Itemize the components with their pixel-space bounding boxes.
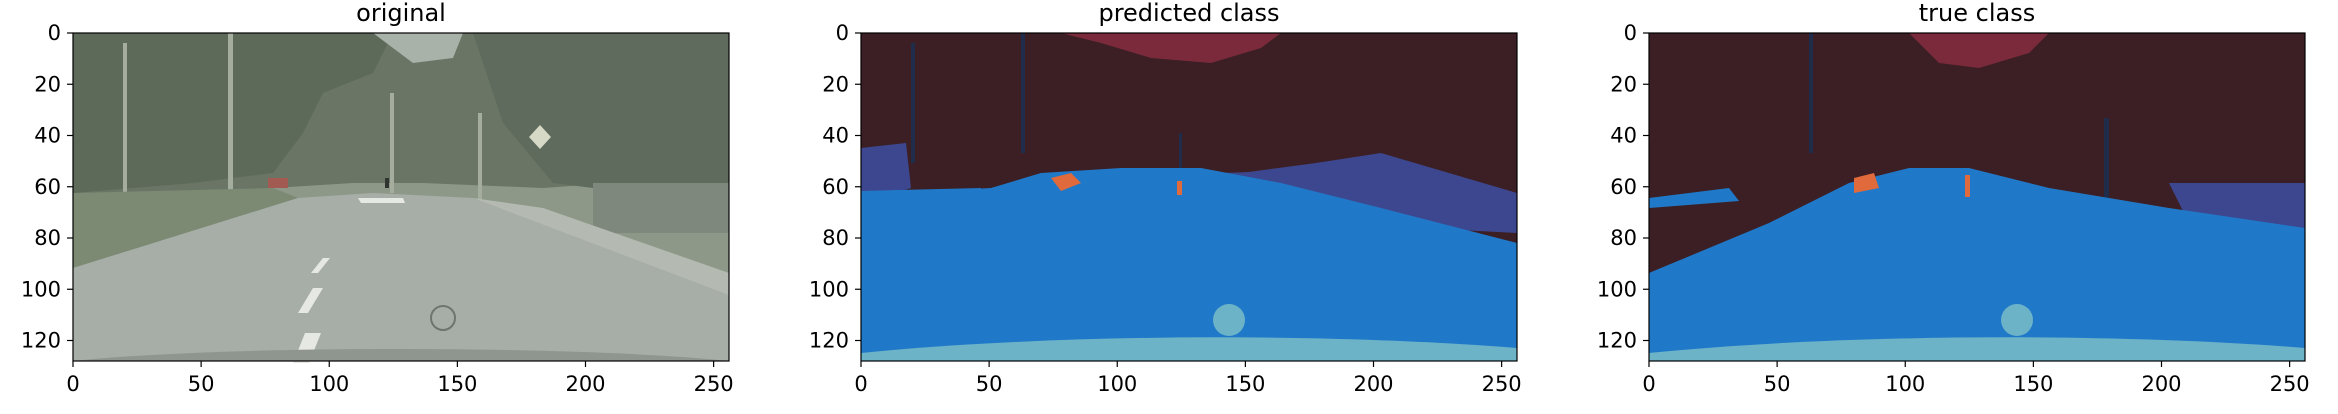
x-tick-label: 250 [2270, 372, 2310, 396]
y-tick-label: 100 [809, 277, 849, 301]
x-axis: 0 50 100 150 200 250 [1642, 361, 2310, 396]
y-tick-label: 120 [21, 329, 61, 353]
x-tick-label: 200 [1353, 372, 1393, 396]
x-tick-label: 0 [854, 372, 867, 396]
y-axis: 0 20 40 60 80 100 120 [21, 21, 73, 353]
x-tick-label: 100 [1885, 372, 1925, 396]
x-tick-label: 250 [694, 372, 734, 396]
y-axis: 0 20 40 60 80 100 120 [1597, 21, 1649, 353]
y-tick-label: 80 [822, 226, 849, 250]
y-tick-label: 0 [1624, 21, 1637, 45]
axes-frame [1648, 32, 2306, 362]
y-tick-label: 0 [836, 21, 849, 45]
y-tick-label: 120 [1597, 329, 1637, 353]
y-tick-label: 20 [1610, 72, 1637, 96]
y-tick-label: 120 [809, 329, 849, 353]
y-tick-label: 60 [34, 175, 61, 199]
y-tick-label: 60 [1610, 175, 1637, 199]
x-tick-label: 50 [976, 372, 1003, 396]
x-tick-label: 150 [1225, 372, 1265, 396]
panel-title: predicted class [1098, 0, 1279, 27]
x-axis: 0 50 100 150 200 250 [66, 361, 734, 396]
x-axis: 0 50 100 150 200 250 [854, 361, 1522, 396]
x-tick-label: 150 [2013, 372, 2053, 396]
photo-image [73, 33, 729, 363]
panel-true-class: true class 0 50 100 150 200 250 0 20 40 60 80 100 1… [1597, 0, 2310, 396]
x-tick-label: 150 [437, 372, 477, 396]
x-tick-label: 50 [1764, 372, 1791, 396]
x-tick-label: 0 [1642, 372, 1655, 396]
y-tick-label: 0 [48, 21, 61, 45]
panel-title: true class [1919, 0, 2035, 27]
segmentation-image [1649, 33, 2305, 361]
y-tick-label: 20 [822, 72, 849, 96]
x-tick-label: 100 [309, 372, 349, 396]
axes-frame [860, 32, 1518, 362]
panel-title: original [356, 0, 446, 27]
y-tick-label: 80 [1610, 226, 1637, 250]
y-tick-label: 80 [34, 226, 61, 250]
y-tick-label: 60 [822, 175, 849, 199]
y-axis: 0 20 40 60 80 100 120 [809, 21, 861, 353]
axes-frame [72, 32, 730, 362]
x-tick-label: 200 [2141, 372, 2181, 396]
x-tick-label: 100 [1097, 372, 1137, 396]
y-tick-label: 100 [21, 277, 61, 301]
x-tick-label: 200 [565, 372, 605, 396]
x-tick-label: 250 [1482, 372, 1522, 396]
y-tick-label: 40 [34, 124, 61, 148]
segmentation-image [861, 33, 1517, 361]
panel-original: original [21, 0, 734, 396]
y-tick-label: 40 [1610, 124, 1637, 148]
x-tick-label: 0 [66, 372, 79, 396]
x-tick-label: 50 [188, 372, 215, 396]
y-tick-label: 40 [822, 124, 849, 148]
panel-predicted-class: predicted class 0 50 100 150 200 250 0 20 40 [809, 0, 1522, 396]
y-tick-label: 100 [1597, 277, 1637, 301]
y-tick-label: 20 [34, 72, 61, 96]
